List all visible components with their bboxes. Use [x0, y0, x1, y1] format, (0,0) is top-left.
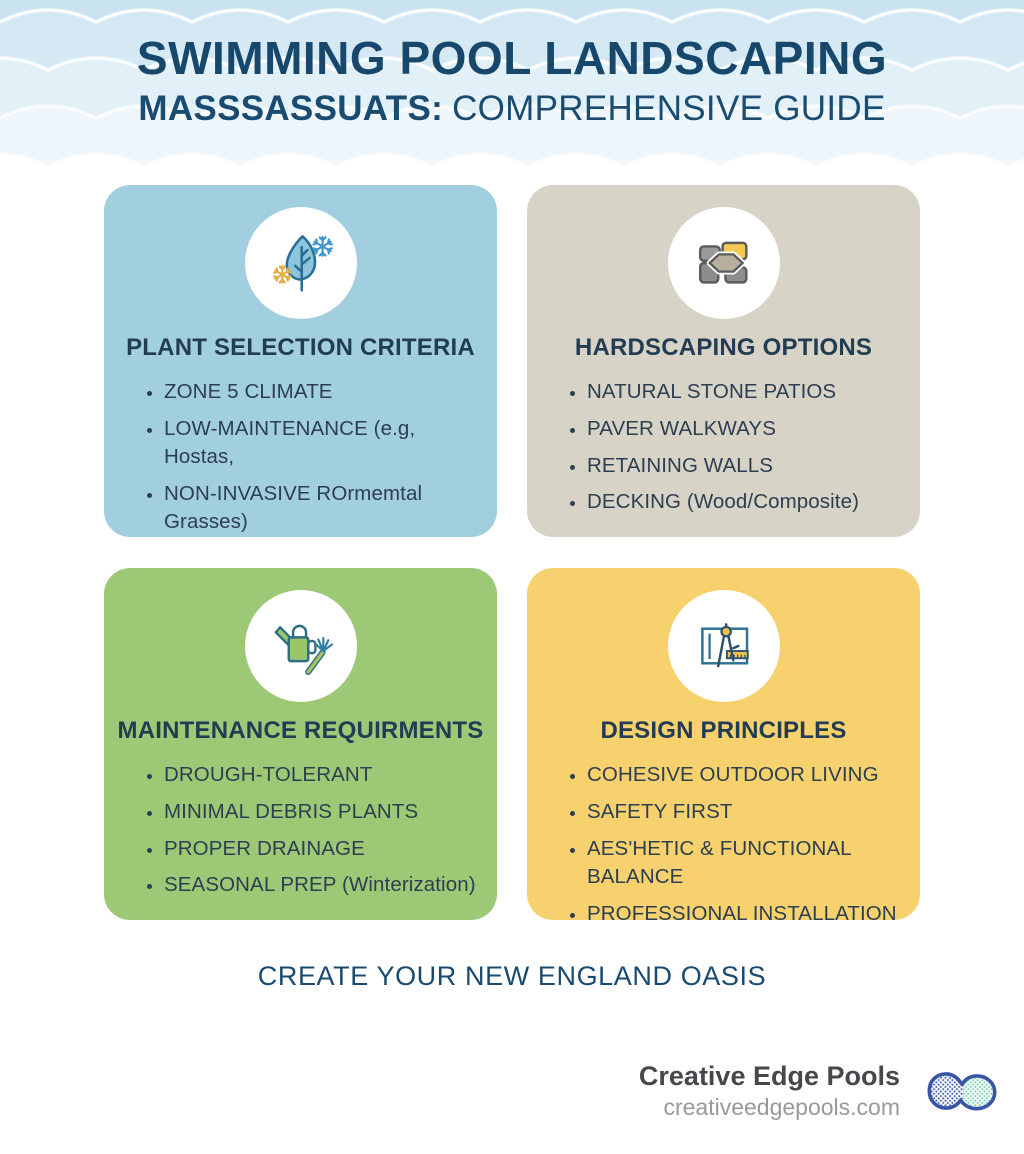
bullet-item: SAFETY FIRST: [587, 798, 910, 826]
cards-grid: PLANT SELECTION CRITERIA ZONE 5 CLIMATE …: [104, 185, 920, 920]
compass-ruler-icon: [667, 590, 780, 702]
card-title: PLANT SELECTION CRITERIA: [126, 334, 475, 361]
card-plant-selection-criteria: PLANT SELECTION CRITERIA ZONE 5 CLIMATE …: [104, 185, 497, 537]
bullet-item: MINIMAL DEBRIS PLANTS: [164, 798, 487, 826]
brand-text-block: Creative Edge Pools creativeedgepools.co…: [638, 1061, 900, 1120]
leaf-snowflakes-icon: [244, 207, 357, 319]
card-title: MAINTENANCE REQUIRMENTS: [117, 717, 484, 744]
card-title: DESIGN PRINCIPLES: [600, 717, 847, 744]
card-bullet-list: NATURAL STONE PATIOS PAVER WALKWAYS RETA…: [527, 378, 920, 517]
bullet-item: NATURAL STONE PATIOS: [587, 378, 910, 406]
bullet-item: AES'HETIC & FUNCTIONAL BALANCE: [587, 835, 910, 892]
card-bullet-list: ZONE 5 CLIMATE LOW-MAINTENANCE (e.g, Hos…: [104, 378, 497, 537]
pool-shape-logo: [927, 1072, 997, 1111]
brand-website: creativeedgepools.com: [663, 1093, 900, 1120]
card-bullet-list: COHESIVE OUTDOOR LIVING SAFETY FIRST AES…: [527, 761, 920, 920]
paver-stones-icon: [667, 207, 780, 319]
bullet-item: PROPER DRAINAGE: [164, 835, 487, 863]
card-bullet-list: DROUGH-TOLERANT MINIMAL DEBRIS PLANTS PR…: [104, 761, 497, 900]
bullet-item: LOW-MAINTENANCE (e.g, Hostas,: [164, 415, 487, 472]
bullet-item: SEASONAL PREP (Winterization): [164, 871, 487, 899]
card-title: HARDSCAPING OPTIONS: [574, 334, 873, 361]
subtitle-rest-part: COMPREHENSIVE GUIDE: [452, 89, 886, 129]
card-maintenance-requirments: MAINTENANCE REQUIRMENTS DROUGH-TOLERANT …: [104, 568, 497, 920]
watering-can-rake-icon: [244, 590, 357, 702]
brand-name: Creative Edge Pools: [638, 1061, 900, 1091]
page-title: SWIMMING POOL LANDSCAPING: [136, 32, 888, 84]
bullet-item: COHESIVE OUTDOOR LIVING: [587, 761, 910, 789]
card-hardscaping-options: HARDSCAPING OPTIONS NATURAL STONE PATIOS…: [527, 185, 920, 537]
bullet-item: RETAINING WALLS: [587, 452, 910, 480]
bullet-item: DECKING (Wood/Composite): [587, 488, 910, 516]
bullet-item: PAVER WALKWAYS: [587, 415, 910, 443]
footer: Creative Edge Pools creativeedgepools.co…: [638, 1061, 998, 1120]
card-design-principles: DESIGN PRINCIPLES COHESIVE OUTDOOR LIVIN…: [527, 568, 920, 920]
bullet-item: ZONE 5 CLIMATE: [164, 378, 487, 406]
subtitle-bold-part: MASSSASSUATS:: [138, 89, 444, 129]
tagline: CREATE YOUR NEW ENGLAND OASIS: [257, 961, 767, 991]
bullet-item: NON-INVASIVE ROrmemtal Grasses): [164, 480, 487, 537]
bullet-item: DROUGH-TOLERANT: [164, 761, 487, 789]
page-subtitle: MASSSASSUATS: COMPREHENSIVE GUIDE: [0, 89, 1024, 129]
bullet-item: PROFESSIONAL INSTALLATION: [587, 900, 910, 920]
wave-pattern-background: [0, 0, 1024, 168]
header: SWIMMING POOL LANDSCAPING MASSSASSUATS: C…: [0, 34, 1024, 128]
